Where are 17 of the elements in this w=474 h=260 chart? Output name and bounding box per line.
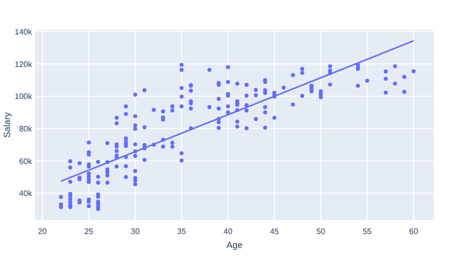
x-tick-label: 45	[270, 227, 280, 236]
x-tick-label: 60	[409, 227, 419, 236]
x-tick-label: 35	[177, 227, 187, 236]
x-tick-label: 20	[38, 227, 48, 236]
y-tick-label: 60k	[19, 156, 33, 166]
x-tick-label: 55	[362, 227, 372, 236]
y-axis-title: Salary	[2, 112, 12, 138]
x-tick-label: 40	[224, 227, 233, 236]
y-tick-label: 140k	[14, 28, 33, 37]
x-axis-title: Age	[226, 240, 243, 250]
y-tick-label: 100k	[14, 92, 33, 102]
x-tick-label: 50	[316, 227, 326, 236]
y-tick-label: 120k	[14, 60, 33, 69]
y-tick-label: 80k	[19, 124, 33, 134]
x-tick-label: 25	[84, 227, 94, 236]
y-tick-label: 40k	[19, 189, 33, 198]
x-tick-label: 30	[130, 227, 140, 236]
